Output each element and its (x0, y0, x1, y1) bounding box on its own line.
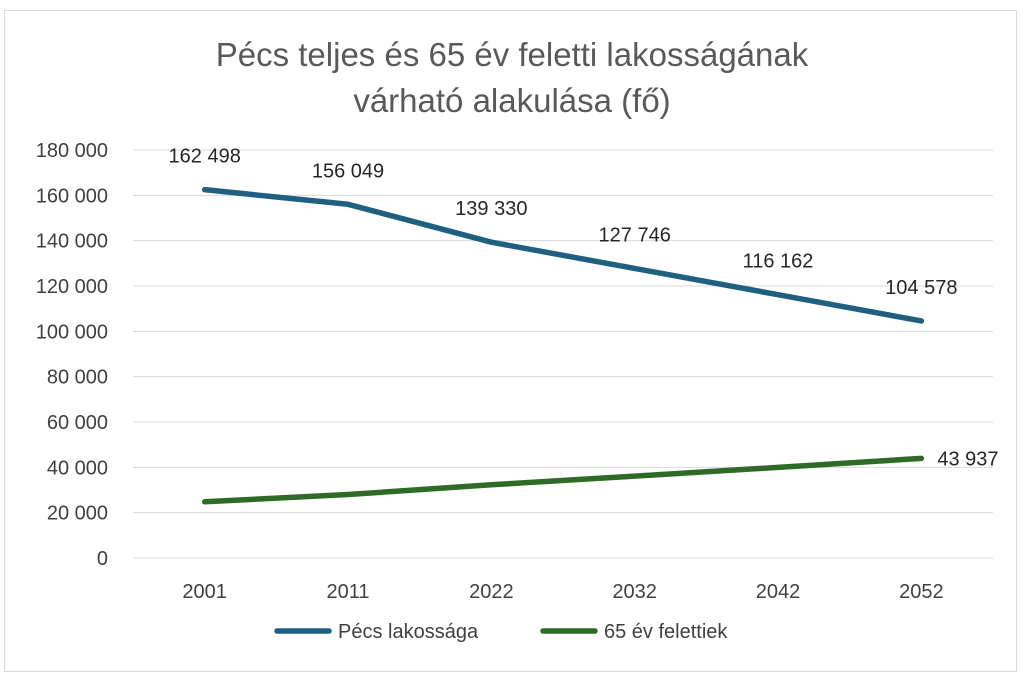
chart-frame (4, 10, 1017, 672)
y-tick-label: 40 000 (47, 457, 108, 479)
x-tick-label: 2052 (899, 581, 944, 603)
data-labels: 162 498 156 049 139 330 127 746 116 162 104 5… (169, 146, 999, 471)
y-axis-ticks: 0 20 000 40 000 60 000 80 000 100 000 120 000 1… (36, 140, 108, 570)
series-lines (201, 186, 925, 505)
chart-title-line-1: Pécs teljes és 65 év feletti lakosságána… (216, 36, 809, 73)
legend: Pécs lakossága 65 év felettiek (274, 621, 728, 643)
y-tick-label: 60 000 (47, 412, 108, 434)
x-tick-label: 2022 (469, 581, 514, 603)
x-tick-label: 2011 (326, 581, 369, 603)
legend-label: 65 év felettiek (604, 621, 728, 643)
y-tick-label: 0 (97, 548, 108, 570)
data-label: 139 330 (455, 198, 527, 220)
x-tick-label: 2032 (612, 581, 657, 603)
y-tick-label: 180 000 (36, 140, 108, 162)
y-tick-label: 80 000 (47, 367, 108, 389)
series-line (201, 455, 925, 505)
data-label: 116 162 (743, 251, 814, 273)
data-label: 162 498 (169, 146, 241, 168)
y-tick-label: 140 000 (36, 231, 108, 253)
y-tick-label: 120 000 (36, 276, 108, 298)
y-tick-label: 100 000 (36, 321, 108, 343)
data-label: 43 937 (937, 448, 998, 470)
data-label: 127 746 (599, 224, 671, 246)
y-tick-label: 20 000 (47, 503, 108, 525)
chart-title-line-2: várható alakulása (fő) (353, 82, 670, 119)
legend-label: Pécs lakossága (338, 621, 479, 643)
x-tick-label: 2001 (182, 581, 227, 603)
x-tick-label: 2042 (756, 581, 801, 603)
data-label: 156 049 (312, 160, 384, 182)
y-tick-label: 160 000 (36, 185, 108, 207)
data-label: 104 578 (885, 277, 957, 299)
x-axis-ticks: 2001 2011 2022 2032 2042 2052 (182, 581, 943, 603)
series-line (201, 186, 925, 324)
